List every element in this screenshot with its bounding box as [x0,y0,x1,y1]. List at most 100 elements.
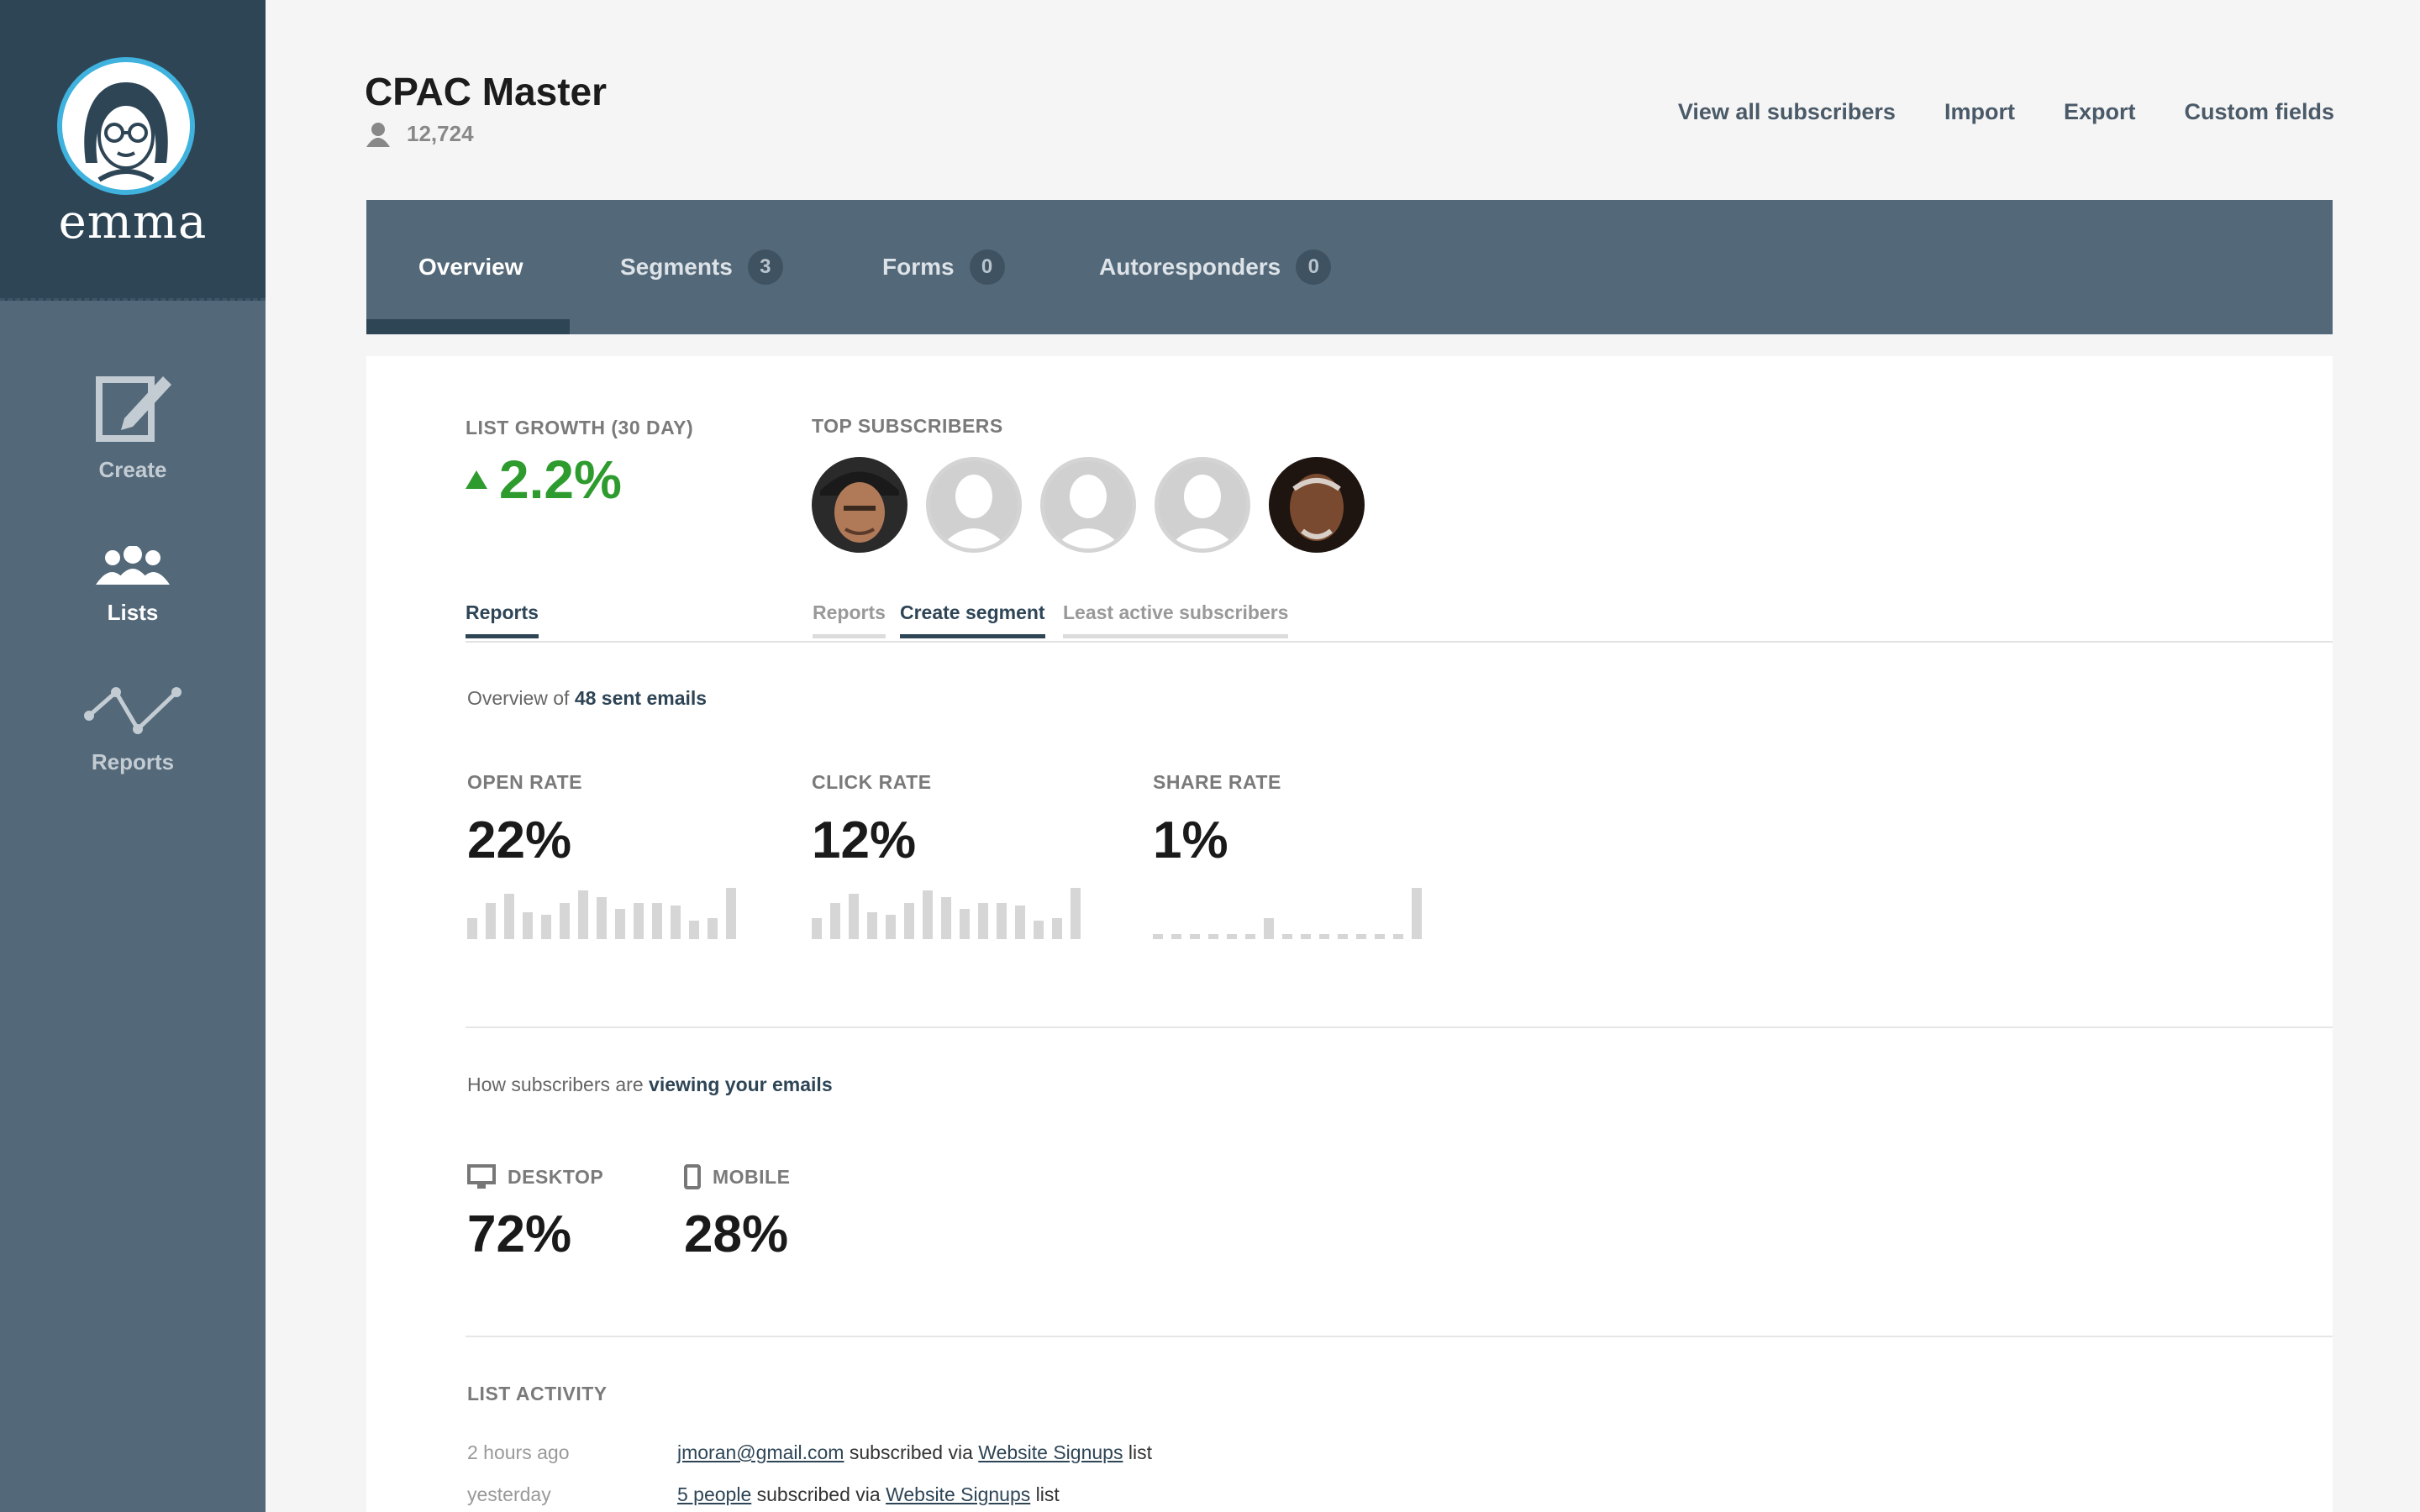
activity-text: jmoran@gmail.com subscribed via Website … [677,1441,1152,1464]
sparkline-bar [1338,934,1348,939]
activity-time: 2 hours ago [467,1441,570,1463]
click-rate-metric: CLICK RATE 12% [812,771,1081,939]
subscriber-count-value: 12,724 [407,121,474,146]
metric-label: SHARE RATE [1153,771,1281,793]
viewing-emails-link[interactable]: viewing your emails [649,1074,833,1095]
avatar[interactable] [926,457,1022,553]
phone-icon [684,1164,701,1189]
divider [466,1336,2333,1337]
top-subscribers-list [812,457,1365,553]
sent-emails-link[interactable]: 48 sent emails [574,687,708,709]
subtab-reports[interactable]: Reports [813,601,886,638]
sidebar-item-reports[interactable]: Reports [0,682,266,775]
sparkline-bar [1356,934,1366,939]
sparkline-bar [486,903,496,939]
sparkline-bar [1282,934,1292,939]
activity-end: list [1030,1483,1060,1505]
divider [466,1026,2333,1028]
sparkline-bar [615,909,625,939]
view-all-subscribers-link[interactable]: View all subscribers [1677,99,1896,124]
sidebar-item-label: Create [98,457,167,482]
subscriber-link[interactable]: 5 people [677,1483,752,1505]
tab-bar: Overview Segments 3 Forms 0 Autoresponde… [366,200,2333,334]
sparkline-bar [904,903,914,939]
sidebar-item-create[interactable]: Create [0,370,266,483]
activity-mid: subscribed via [751,1483,886,1505]
sparkline-bar [1393,934,1403,939]
active-tab-indicator [366,319,570,334]
sparkline-bar [671,906,681,939]
sparkline-bar [1034,921,1044,939]
export-link[interactable]: Export [2063,99,2136,124]
list-link[interactable]: Website Signups [886,1483,1031,1505]
sparkline-bar [689,921,699,939]
edit-icon [96,376,171,442]
logo-text: emma [58,195,208,249]
sparkline-bar [1153,934,1163,939]
sparkline-bar [867,912,877,939]
tab-label: Forms [882,254,955,280]
avatar[interactable] [1040,457,1136,553]
subscriber-count: 12,724 [365,121,474,147]
page-title: CPAC Master [365,70,607,113]
list-growth-label: LIST GROWTH (30 DAY) [466,417,694,438]
tab-autoresponders[interactable]: Autoresponders 0 [1099,200,1332,334]
sparkline-bar [923,890,933,939]
device-value: 72% [467,1205,572,1263]
header-links: View all subscribers Import Export Custo… [1678,99,2334,125]
sparkline-bar [726,888,736,939]
sparkline-bar [960,909,970,939]
top-subscribers-label: TOP SUBSCRIBERS [812,415,1003,437]
sidebar: emma Create Lists Reports [0,0,266,1512]
activity-time: yesterday [467,1483,551,1505]
logo[interactable]: emma [0,0,266,301]
subscriber-link[interactable]: jmoran@gmail.com [677,1441,844,1463]
custom-fields-link[interactable]: Custom fields [2184,99,2334,124]
metric-value: 12% [812,811,917,869]
metric-value: 1% [1153,811,1228,869]
sparkline-bar [1375,934,1385,939]
list-activity-label: LIST ACTIVITY [467,1383,608,1404]
sparkline-bar [634,903,644,939]
tab-overview[interactable]: Overview [418,200,523,334]
sidebar-item-lists[interactable]: Lists [0,546,266,626]
tab-label: Autoresponders [1099,254,1281,280]
sparkline-bar [523,912,533,939]
mobile-metric: MOBILE 28% [684,1164,790,1264]
avatar[interactable] [812,457,908,553]
sparkline-bar [1171,934,1181,939]
overview-card: LIST GROWTH (30 DAY) 2.2% TOP SUBSCRIBER… [366,356,2333,1512]
tab-segments[interactable]: Segments 3 [620,200,783,334]
import-link[interactable]: Import [1944,99,2015,124]
subtabs-divider [466,641,2333,643]
tab-forms[interactable]: Forms 0 [882,200,1005,334]
avatar[interactable] [1269,457,1365,553]
share-rate-metric: SHARE RATE 1% [1153,771,1422,939]
sparkline-bar [978,903,988,939]
activity-text: 5 people subscribed via Website Signups … [677,1483,1060,1506]
device-label: MOBILE [713,1165,791,1188]
device-label: DESKTOP [508,1165,604,1188]
up-arrow-icon [466,470,487,489]
count-badge: 0 [1296,249,1332,285]
activity-mid: subscribed via [844,1441,979,1463]
sparkline-bar [560,903,570,939]
subtab-least-active-subscribers[interactable]: Least active subscribers [1063,601,1289,638]
sparkline-bar [1227,934,1237,939]
growth-percent: 2.2% [499,449,622,510]
count-badge: 0 [969,249,1005,285]
person-icon [366,122,390,147]
subtab-create-segment[interactable]: Create segment [900,601,1045,638]
subtab-reports-left[interactable]: Reports [466,601,539,638]
overview-prefix: Overview of [467,687,575,709]
sparkline-bar [1264,918,1274,939]
sparkline-bar [597,897,607,939]
people-icon [96,546,170,585]
list-item: yesterday 5 people subscribed via Websit… [467,1483,1060,1506]
count-badge: 3 [747,249,783,285]
sparkline-bar [886,915,896,939]
list-link[interactable]: Website Signups [978,1441,1123,1463]
avatar[interactable] [1155,457,1250,553]
sparkline-bar [578,890,588,939]
metric-label: OPEN RATE [467,771,582,793]
